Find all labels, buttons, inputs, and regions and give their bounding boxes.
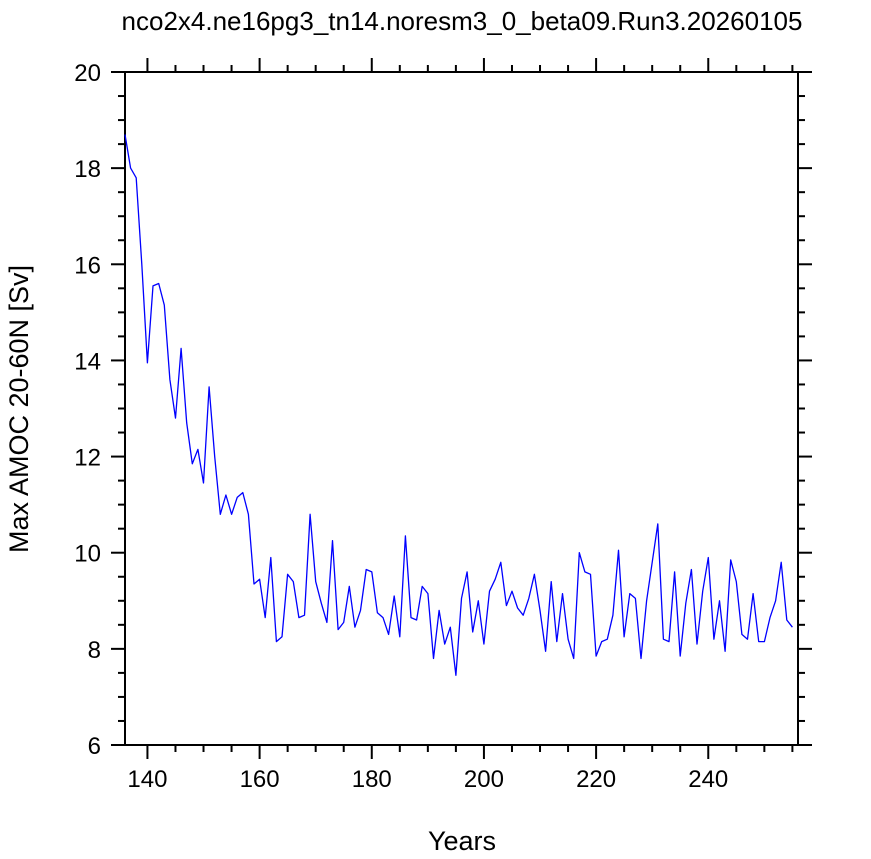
x-tick-label: 220 [576,766,616,793]
x-tick-label: 180 [352,766,392,793]
x-tick-label: 200 [464,766,504,793]
y-tick-label: 14 [74,348,101,375]
y-tick-label: 16 [74,252,101,279]
chart-title: nco2x4.ne16pg3_tn14.noresm3_0_beta09.Run… [122,6,803,36]
y-tick-label: 20 [74,60,101,87]
y-axis-label: Max AMOC 20-60N [Sv] [4,265,34,553]
series-line [124,134,793,676]
y-tick-label: 18 [74,156,101,183]
y-tick-label: 12 [74,445,101,472]
y-tick-label: 6 [88,733,101,760]
x-axis-label: Years [428,826,496,856]
x-tick-label: 240 [688,766,728,793]
plot-area: 140 160 180 200 220 240 6 8 10 12 14 16 18 20 [74,58,812,793]
y-tick-label: 8 [88,637,101,664]
x-tick-label: 140 [127,766,167,793]
x-tick-label: 160 [240,766,280,793]
y-tick-label: 10 [74,541,101,568]
